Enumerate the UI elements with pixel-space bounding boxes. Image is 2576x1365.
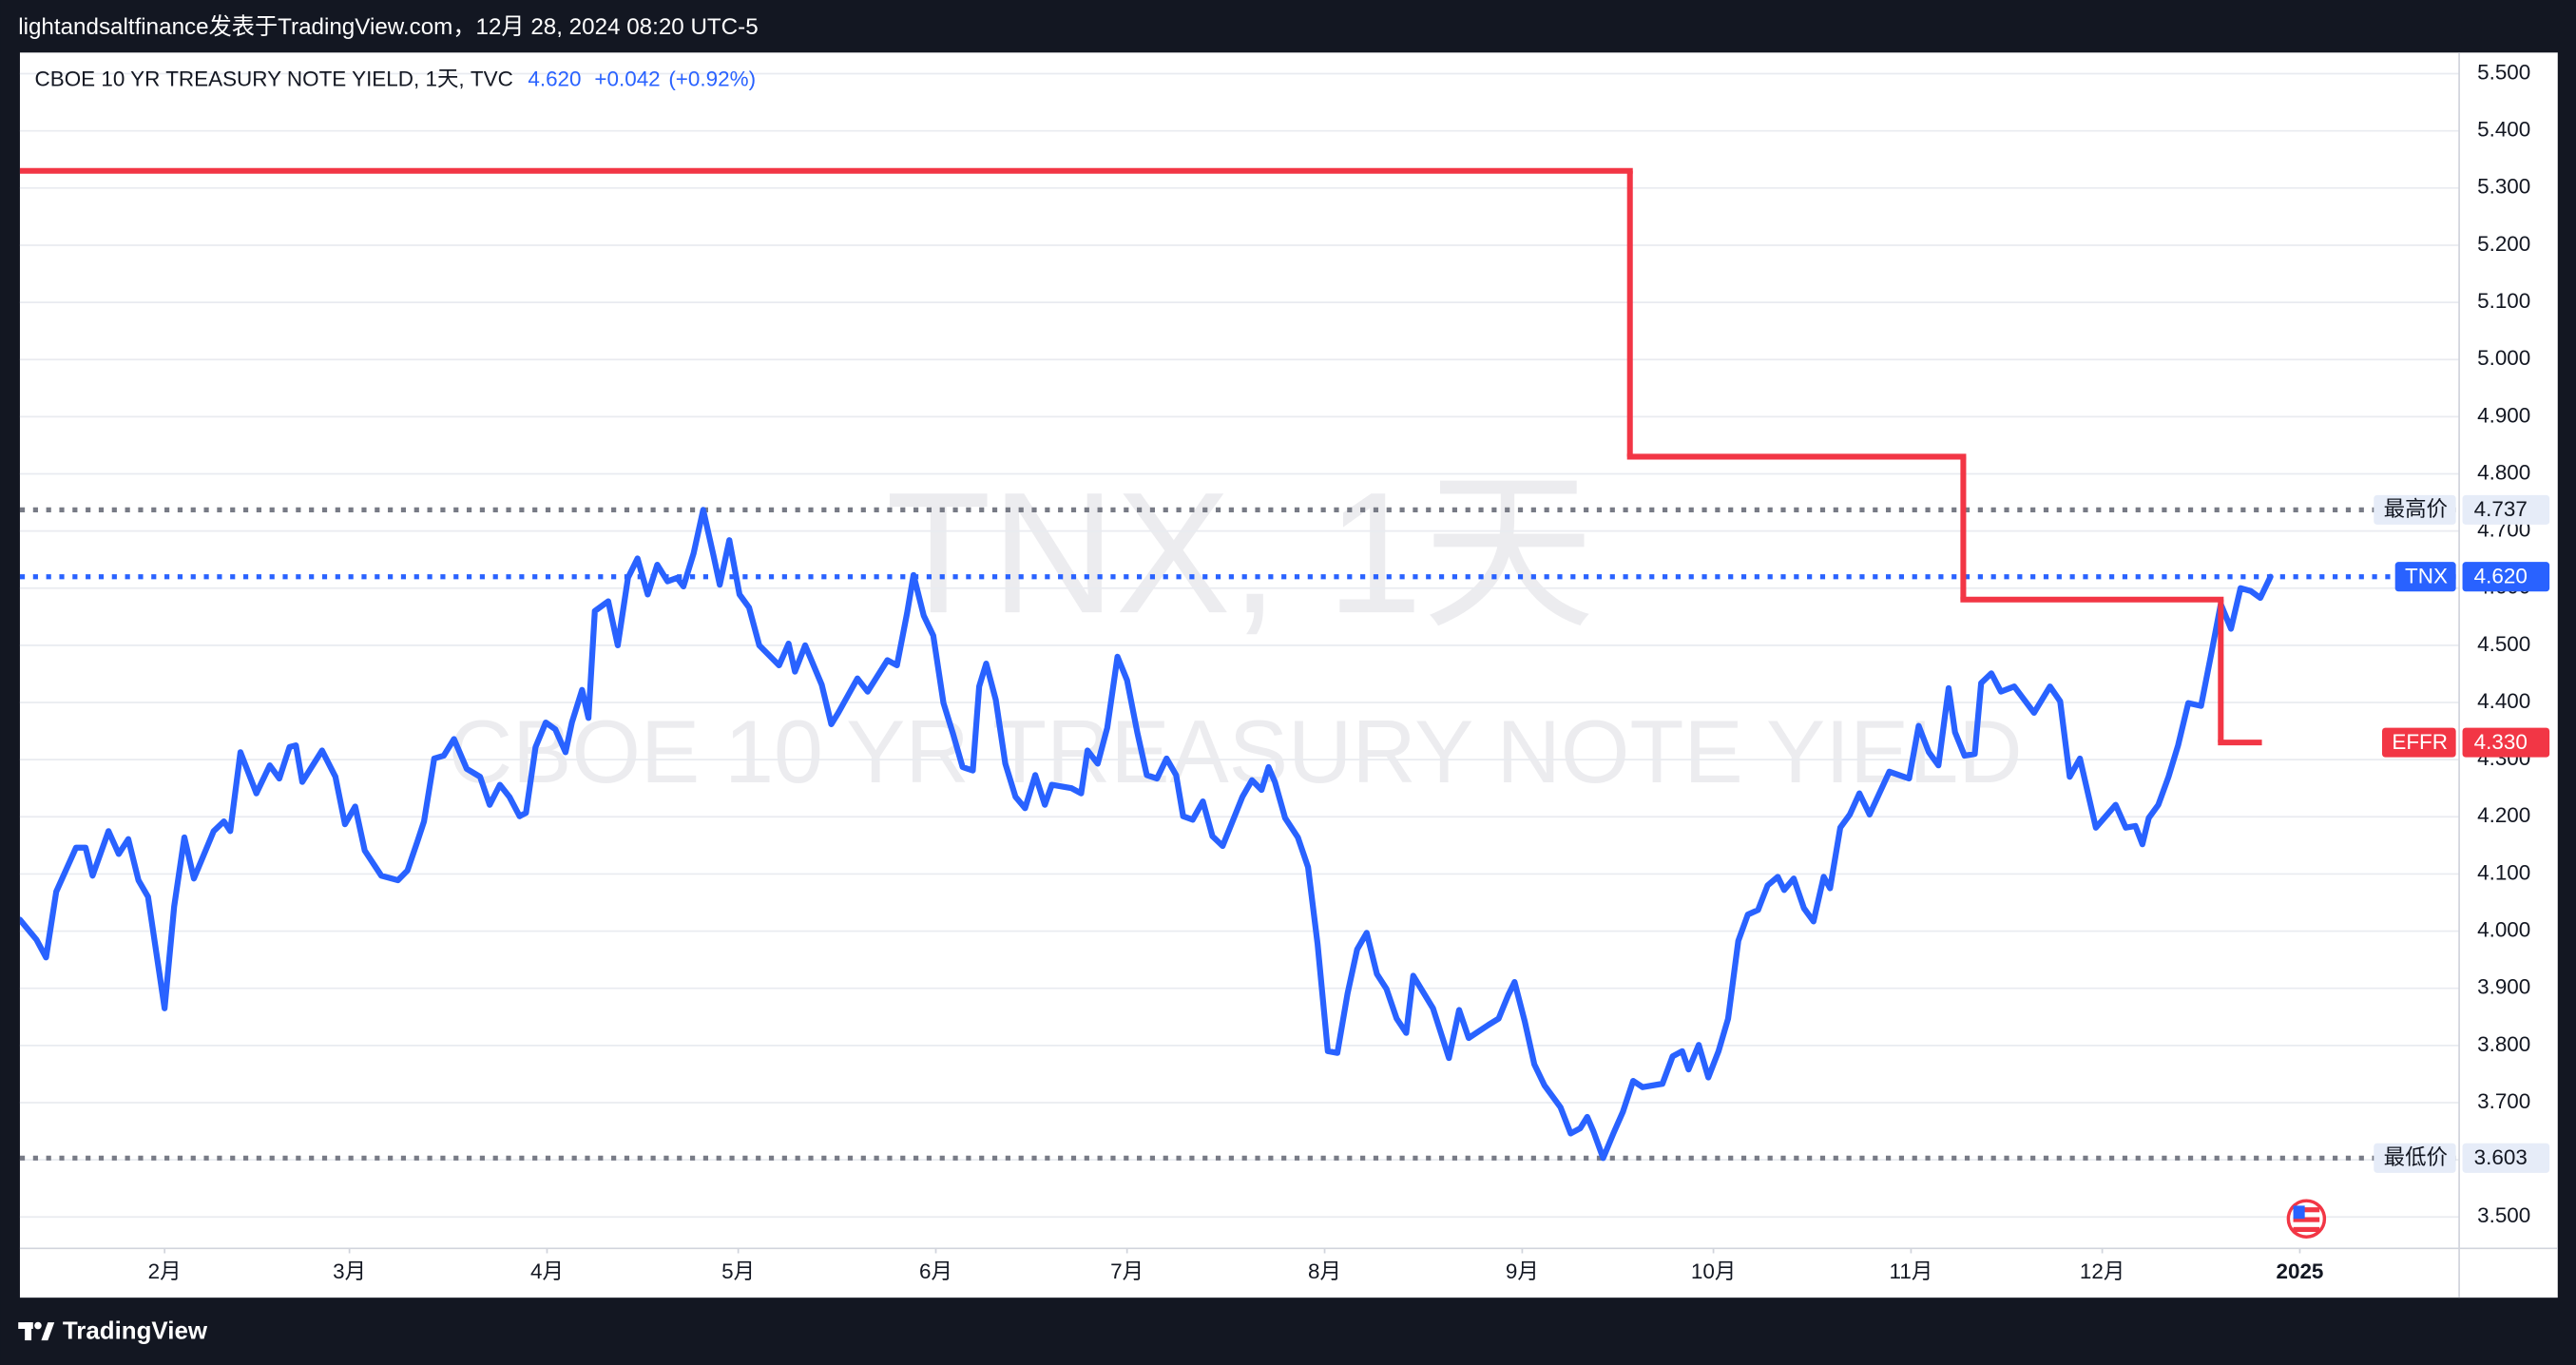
price-name: TNX: [2405, 565, 2448, 588]
price-label: 4.737: [2474, 497, 2528, 521]
x-tick-label: 10月: [1691, 1259, 1736, 1283]
x-tick-label: 4月: [530, 1259, 564, 1283]
price-name-box: [2382, 727, 2456, 758]
y-tick-label: 5.300: [2477, 175, 2530, 199]
brand: TradingView: [63, 1317, 208, 1344]
watermark: TNX, 1天: [886, 457, 1595, 649]
watermark: CBOE 10 YR TREASURY NOTE YIELD: [449, 702, 2023, 801]
brand-logo: [18, 1321, 55, 1341]
x-tick-label: 2月: [148, 1259, 182, 1283]
y-tick-label: 3.800: [2477, 1032, 2530, 1056]
y-tick-label: 4.400: [2477, 689, 2530, 713]
price-label: 4.620: [2474, 565, 2528, 588]
y-tick-label: 3.700: [2477, 1089, 2530, 1113]
y-tick-label: 4.000: [2477, 918, 2530, 942]
change-percent: (+0.92%): [668, 67, 756, 91]
grid: [19, 72, 2460, 1219]
x-tick-label: 12月: [2080, 1259, 2124, 1283]
flag-icon: [2286, 1199, 2327, 1239]
x-tick-label: 5月: [721, 1259, 755, 1283]
axes: 3.5003.6003.7003.8003.9004.0004.1004.200…: [148, 60, 2550, 1283]
chart-area: [19, 52, 2558, 1298]
y-tick-label: 3.500: [2477, 1203, 2530, 1227]
y-tick-label: 4.900: [2477, 403, 2530, 427]
y-tick-label: 5.400: [2477, 118, 2530, 142]
plot: [19, 167, 2460, 1162]
y-tick-label: 4.800: [2477, 460, 2530, 484]
price-label: 3.603: [2474, 1145, 2528, 1169]
y-tick-label: 4.500: [2477, 632, 2530, 656]
y-tick-label: 5.000: [2477, 346, 2530, 370]
y-tick-label: 5.100: [2477, 289, 2530, 313]
price-name-box: [2374, 494, 2456, 525]
price-label-box: [2462, 1143, 2550, 1173]
price-label: 4.330: [2474, 730, 2528, 754]
y-tick-label: 3.900: [2477, 975, 2530, 999]
x-tick-label: 3月: [333, 1259, 366, 1283]
price-name: 最低价: [2384, 1145, 2448, 1169]
price-name: 最高价: [2384, 497, 2448, 521]
x-tick-label: 9月: [1506, 1259, 1539, 1283]
price-name-box: [2394, 562, 2456, 592]
chart-header: CBOE 10 YR TREASURY NOTE YIELD, 1天, TVC 4…: [35, 67, 757, 91]
y-tick-label: 4.200: [2477, 803, 2530, 827]
x-tick-label: 7月: [1110, 1259, 1144, 1283]
x-tick-label: 6月: [919, 1259, 952, 1283]
y-tick-label: 5.200: [2477, 232, 2530, 256]
last-price: 4.620: [528, 67, 581, 91]
price-line-series: [19, 507, 2274, 1162]
price-label-box: [2462, 727, 2550, 758]
change: +0.042: [594, 67, 660, 91]
price-name: EFFR: [2392, 730, 2448, 754]
price-label-box: [2462, 494, 2550, 525]
y-tick-label: 4.100: [2477, 860, 2530, 884]
caption: lightandsaltfinance发表于TradingView.com，12…: [18, 14, 758, 40]
price-name-box: [2374, 1143, 2456, 1173]
x-tick-label: 8月: [1308, 1259, 1341, 1283]
x-tick-label: 2025: [2276, 1259, 2323, 1283]
x-tick-label: 11月: [1890, 1259, 1933, 1283]
y-tick-label: 5.500: [2477, 60, 2530, 84]
symbol: CBOE 10 YR TREASURY NOTE YIELD, 1天, TVC: [35, 67, 513, 91]
price-label-box: [2462, 562, 2550, 592]
